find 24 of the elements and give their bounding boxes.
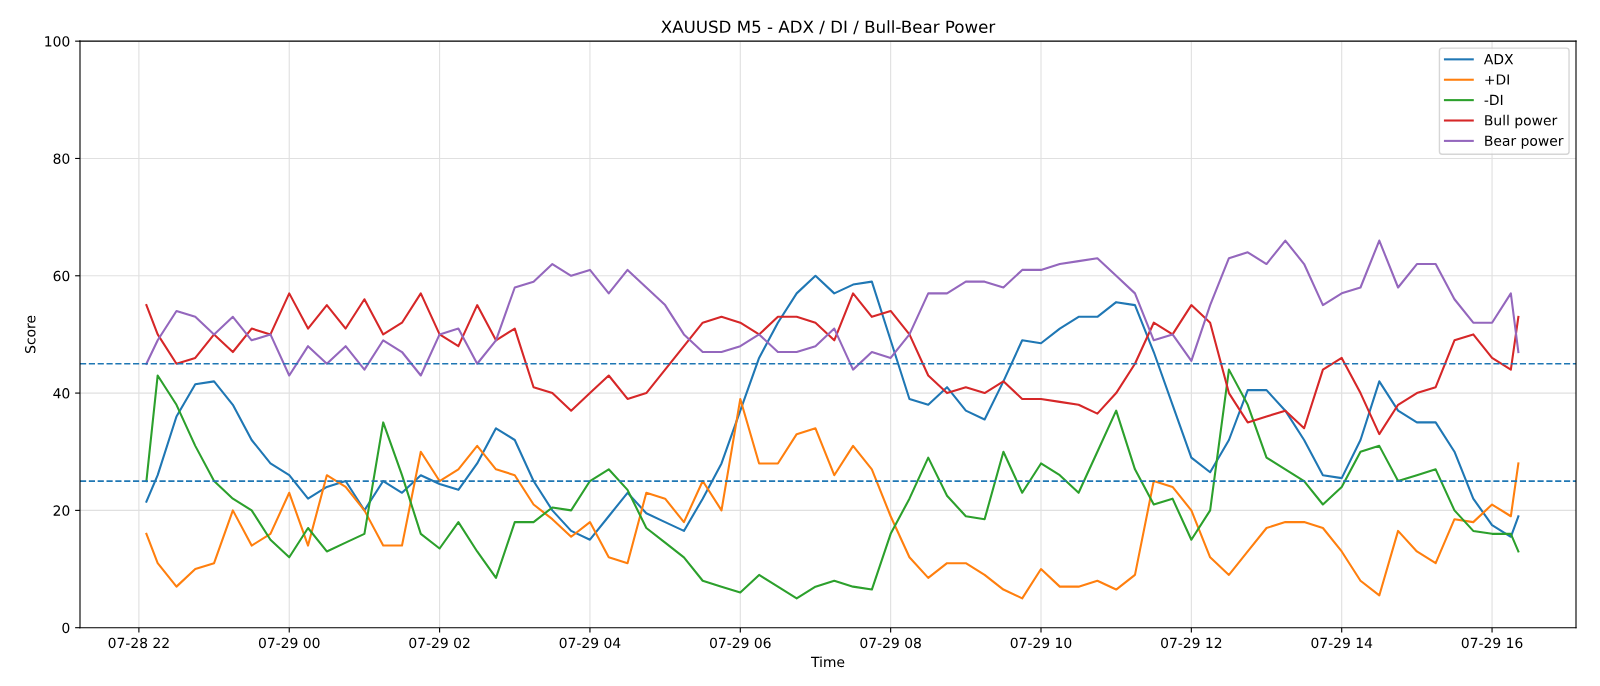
y-tick-label: 20 [53,505,70,516]
y-tick-label: 80 [53,153,70,164]
x-tick-label: 07-29 14 [1311,637,1373,649]
y-tick-label: 60 [53,270,70,282]
legend-label: Bear power [1485,135,1564,149]
legend-label: +DI [1485,74,1509,85]
legend-label: -DI [1484,94,1503,105]
x-tick-label: 07-29 12 [1161,637,1222,649]
y-tick-label: 0 [62,622,70,634]
chart-title: XAUUSD M5 - ADX / DI / Bull-Bear Power [661,20,996,35]
x-tick-label: 07-28 22 [108,637,169,649]
x-axis-title: Time [810,656,845,668]
x-tick-label: 07-29 16 [1461,637,1523,649]
x-tick-label: 07-29 08 [860,637,921,649]
x-tick-label: 07-29 04 [559,637,621,649]
legend-label: Bull power [1485,114,1558,129]
y-tick-label: 40 [53,388,70,399]
y-tick-label: 100 [45,36,70,47]
x-tick-label: 07-29 00 [258,637,320,649]
x-tick-label: 07-29 02 [409,637,470,649]
legend-label: ADX [1483,54,1514,65]
x-tick-label: 07-29 06 [709,637,771,649]
y-axis-title: Score [25,315,36,353]
x-tick-label: 07-29 10 [1010,637,1072,649]
